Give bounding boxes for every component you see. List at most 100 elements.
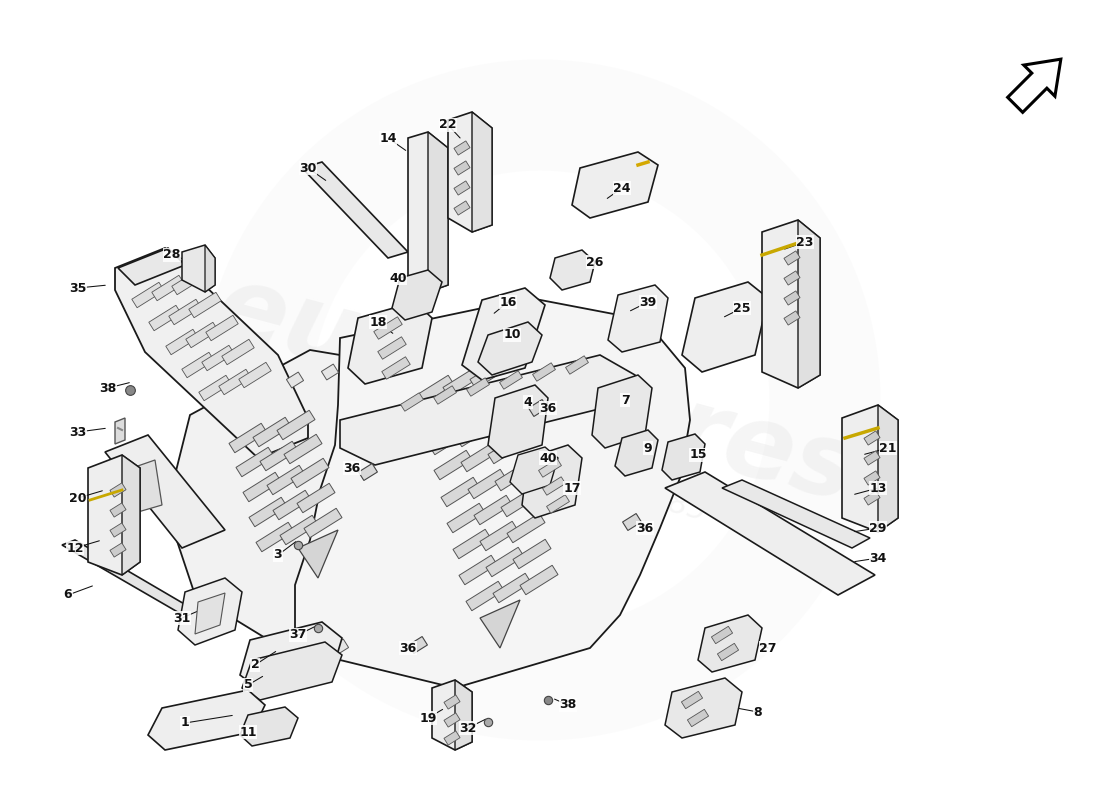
Text: 22: 22 (439, 118, 456, 131)
Text: 3: 3 (274, 549, 283, 562)
Polygon shape (717, 643, 738, 661)
Polygon shape (408, 132, 448, 292)
Polygon shape (400, 393, 424, 411)
Polygon shape (348, 302, 432, 384)
Text: 14: 14 (379, 131, 397, 145)
Polygon shape (302, 162, 408, 258)
Polygon shape (542, 477, 565, 495)
Polygon shape (547, 494, 570, 514)
Polygon shape (448, 112, 492, 232)
Polygon shape (356, 356, 374, 372)
Polygon shape (321, 364, 339, 380)
Polygon shape (239, 362, 272, 388)
Polygon shape (666, 678, 743, 738)
Polygon shape (784, 311, 800, 325)
Polygon shape (243, 472, 280, 502)
Polygon shape (295, 298, 690, 688)
Text: 27: 27 (759, 642, 777, 654)
Polygon shape (172, 270, 205, 294)
Polygon shape (864, 471, 880, 485)
Polygon shape (132, 282, 164, 308)
Polygon shape (459, 555, 497, 585)
Polygon shape (864, 491, 880, 505)
Text: 23: 23 (796, 235, 814, 249)
Polygon shape (148, 690, 265, 750)
Polygon shape (539, 458, 561, 478)
Text: 20: 20 (69, 491, 87, 505)
Polygon shape (616, 407, 634, 423)
Polygon shape (195, 593, 226, 634)
Polygon shape (286, 372, 304, 388)
Polygon shape (382, 357, 410, 379)
Polygon shape (456, 418, 494, 446)
Polygon shape (592, 375, 652, 448)
Text: 21: 21 (879, 442, 896, 454)
Polygon shape (277, 410, 315, 440)
Polygon shape (466, 582, 504, 610)
Polygon shape (550, 250, 595, 290)
Polygon shape (148, 306, 182, 330)
Polygon shape (222, 339, 254, 365)
Polygon shape (480, 522, 518, 550)
Polygon shape (132, 460, 162, 512)
Text: 32: 32 (460, 722, 476, 734)
Text: 7: 7 (620, 394, 629, 406)
Polygon shape (229, 423, 267, 453)
Text: 39: 39 (639, 295, 657, 309)
Text: 15: 15 (690, 449, 706, 462)
Text: 26: 26 (586, 255, 604, 269)
Polygon shape (428, 132, 448, 292)
Text: 34: 34 (869, 551, 887, 565)
Text: 2: 2 (251, 658, 260, 671)
Polygon shape (206, 315, 239, 341)
Polygon shape (377, 337, 406, 359)
Polygon shape (666, 472, 874, 595)
Polygon shape (447, 503, 485, 533)
Polygon shape (681, 691, 703, 709)
Polygon shape (256, 522, 294, 552)
Text: 37: 37 (289, 629, 307, 642)
Polygon shape (444, 695, 460, 709)
Polygon shape (110, 503, 126, 517)
Polygon shape (488, 434, 526, 464)
Polygon shape (205, 245, 214, 292)
Polygon shape (623, 514, 641, 530)
Polygon shape (166, 330, 198, 354)
Text: 16: 16 (499, 295, 517, 309)
Text: 1: 1 (180, 717, 189, 730)
Polygon shape (480, 600, 520, 648)
Polygon shape (510, 447, 558, 494)
Polygon shape (168, 299, 201, 325)
Polygon shape (864, 451, 880, 465)
Polygon shape (421, 400, 459, 430)
Polygon shape (698, 615, 762, 672)
Polygon shape (662, 434, 705, 480)
Polygon shape (478, 322, 542, 375)
Text: 18: 18 (370, 315, 387, 329)
Polygon shape (182, 352, 214, 378)
Polygon shape (249, 498, 287, 526)
Polygon shape (842, 405, 898, 532)
Text: 13: 13 (869, 482, 887, 494)
Polygon shape (152, 275, 184, 301)
Polygon shape (462, 288, 544, 380)
Text: 38: 38 (560, 698, 576, 711)
Text: 25: 25 (734, 302, 750, 314)
Text: 33: 33 (69, 426, 87, 438)
Polygon shape (461, 442, 499, 472)
Polygon shape (408, 637, 428, 654)
Text: 12: 12 (66, 542, 84, 554)
Polygon shape (608, 285, 668, 352)
Polygon shape (615, 430, 658, 476)
Polygon shape (468, 470, 506, 498)
Polygon shape (88, 455, 140, 575)
Polygon shape (392, 270, 442, 320)
Polygon shape (762, 220, 820, 388)
Polygon shape (118, 248, 185, 285)
Text: 40: 40 (539, 451, 557, 465)
Polygon shape (443, 367, 481, 397)
Polygon shape (475, 384, 513, 414)
Polygon shape (292, 458, 329, 488)
Polygon shape (454, 201, 470, 215)
Polygon shape (522, 445, 582, 518)
